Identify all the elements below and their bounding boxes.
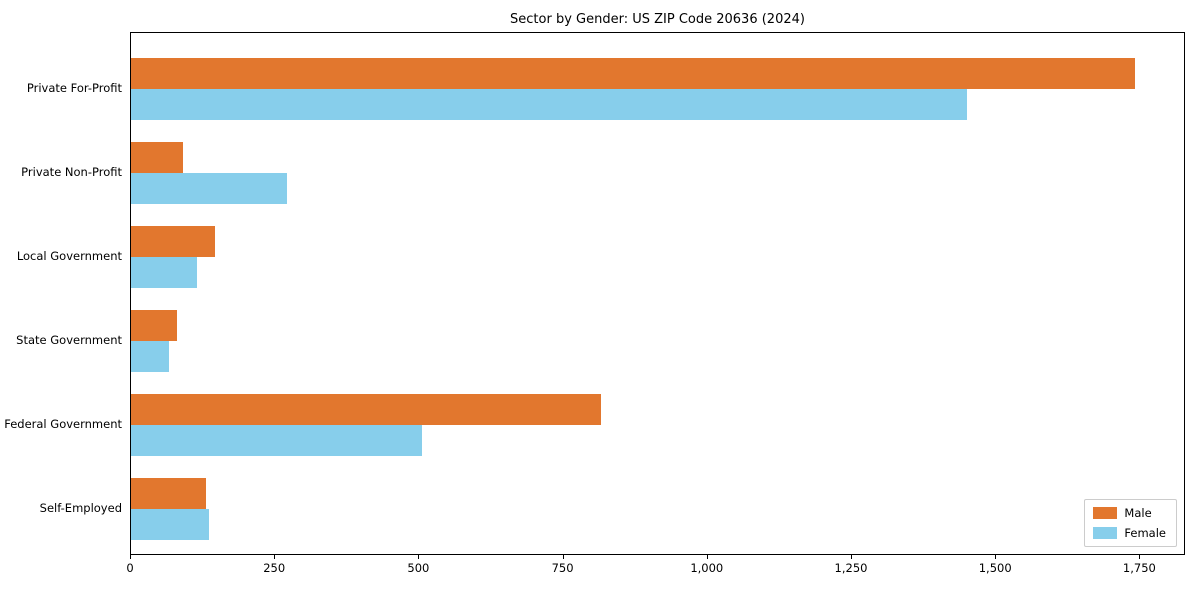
x-tick-label: 1,500 — [978, 561, 1012, 575]
bar-female-6 — [131, 509, 209, 540]
y-tick-label: Private For-Profit — [26, 81, 122, 95]
y-tick-label: State Government — [16, 333, 122, 347]
bar-male-4 — [131, 310, 178, 341]
x-tick-label: 1,000 — [690, 561, 724, 575]
x-tick-label: 500 — [407, 561, 430, 575]
bar-male-2 — [131, 142, 183, 173]
bar-male-3 — [131, 226, 215, 257]
x-tick-mark — [130, 555, 131, 559]
bar-male-1 — [131, 58, 1135, 89]
x-tick-label: 250 — [263, 561, 286, 575]
bar-female-3 — [131, 257, 198, 288]
x-tick-mark — [418, 555, 420, 559]
x-tick-mark — [562, 555, 564, 559]
bar-female-1 — [131, 89, 968, 120]
legend: Male Female — [1084, 499, 1177, 547]
x-tick-label: 0 — [126, 561, 134, 575]
legend-label-female: Female — [1124, 526, 1166, 540]
x-tick-mark — [1139, 555, 1141, 559]
legend-swatch-male — [1093, 507, 1118, 519]
chart-title: Sector by Gender: US ZIP Code 20636 (202… — [510, 12, 805, 27]
legend-label-male: Male — [1124, 506, 1152, 520]
x-tick-label: 750 — [551, 561, 574, 575]
bar-female-5 — [131, 425, 423, 456]
x-tick-mark — [995, 555, 997, 559]
x-tick-label: 1,750 — [1122, 561, 1156, 575]
bar-male-5 — [131, 394, 602, 425]
legend-item-female: Female — [1093, 526, 1166, 540]
y-tick-label: Federal Government — [4, 417, 122, 431]
x-tick-mark — [706, 555, 708, 559]
bar-female-2 — [131, 173, 287, 204]
x-tick-label: 1,250 — [834, 561, 868, 575]
x-tick-mark — [274, 555, 276, 559]
legend-swatch-female — [1093, 527, 1118, 539]
bar-female-4 — [131, 341, 169, 372]
y-tick-label: Local Government — [16, 249, 122, 263]
y-tick-label: Private Non-Profit — [21, 165, 122, 179]
y-tick-label: Self-Employed — [39, 501, 122, 515]
bar-male-6 — [131, 478, 206, 509]
legend-item-male: Male — [1093, 506, 1166, 520]
plot-area: Male Female — [130, 32, 1185, 555]
x-tick-mark — [851, 555, 852, 559]
